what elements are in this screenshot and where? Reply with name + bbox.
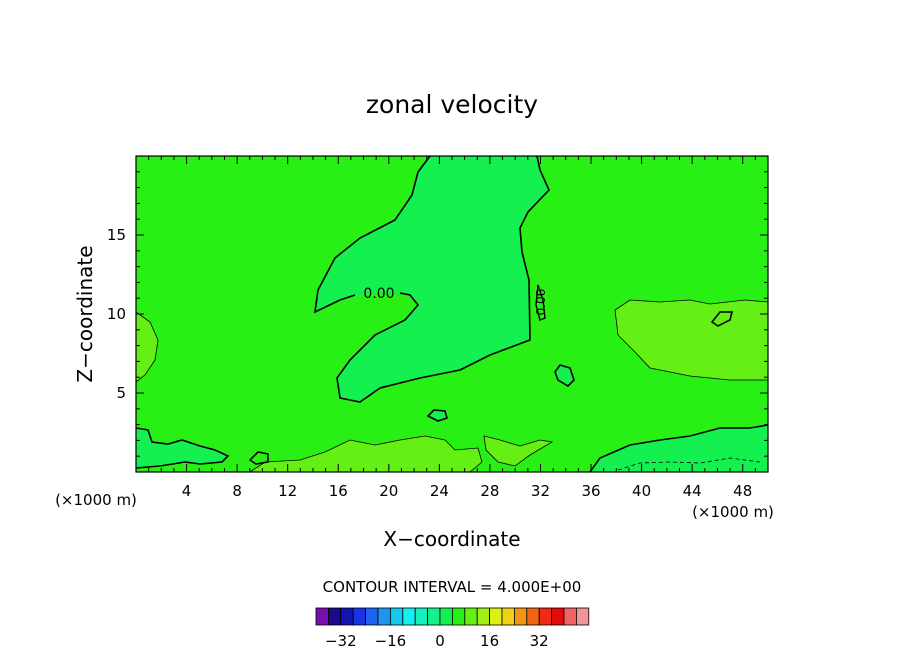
colorbar-tick-label: 0 [435, 632, 445, 650]
colorbar-cell [464, 607, 478, 626]
x-tick-label: 16 [329, 482, 348, 500]
colorbar-cell [414, 607, 429, 626]
x-tick-label: 8 [232, 482, 242, 500]
x-tick-label: 36 [581, 482, 600, 500]
negative-region-bottom-right [590, 425, 768, 472]
positive-contour-bottom-2 [483, 435, 554, 467]
positive-contour-left [135, 311, 159, 383]
zero-contour-small [710, 311, 734, 327]
colorbar-cell [439, 607, 453, 626]
colorbar-cell [327, 607, 342, 626]
colorbar-cell [476, 607, 491, 626]
y-tick-label: 10 [107, 305, 126, 323]
zero-contour-bottom-left [135, 427, 230, 469]
vertical-zero-contour [535, 284, 546, 321]
zero-contour-bottom-right [589, 424, 769, 473]
colorbar-cell [389, 607, 404, 626]
colorbar-cell [451, 607, 466, 626]
colorbar-cell [489, 607, 503, 626]
colorbar-tick-label: 16 [480, 632, 499, 650]
negative-region-bottom-left [136, 428, 228, 468]
colorbar-cell [427, 607, 441, 626]
x-tick-label: 12 [278, 482, 297, 500]
chart-title: zonal velocity [366, 90, 538, 119]
colorbar-cell [551, 607, 565, 626]
x-unit-left: (×1000 m) [55, 491, 137, 509]
positive-contour-bottom [249, 435, 483, 473]
y-axis: 5 10 15 [107, 171, 768, 457]
colorbar-cell [526, 607, 540, 626]
y-tick-label: 15 [107, 226, 126, 244]
colorbar-cell [514, 607, 528, 626]
colorbar-cell [538, 607, 553, 626]
y-axis-label: Z−coordinate [73, 245, 97, 382]
zero-contour-blob [554, 364, 575, 388]
positive-region-bottom-2 [484, 436, 552, 466]
colorbar-cell [315, 607, 329, 626]
colorbar-cell [340, 607, 354, 626]
x-tick-label: 24 [430, 482, 449, 500]
plot-area: 0.00 0.00 [135, 155, 769, 473]
colorbar-tick-label: −32 [325, 632, 357, 650]
x-tick-label: 4 [182, 482, 192, 500]
contour-interval: CONTOUR INTERVAL = 4.000E+00 [323, 578, 582, 596]
contour-label-vertical: 0.00 [534, 289, 548, 316]
zero-contour-blob [426, 409, 448, 422]
colorbar-cell [365, 607, 379, 626]
positive-region-left [136, 312, 158, 382]
colorbar-cell [352, 607, 367, 626]
colorbar-tick-label: −16 [375, 632, 407, 650]
negative-region [315, 156, 549, 402]
positive-contour-right [614, 299, 769, 381]
contour-lines [135, 155, 769, 473]
positive-region-bottom [250, 436, 482, 472]
y-tick-label: 5 [116, 384, 126, 402]
colorbar-cell [563, 607, 577, 626]
x-tick-label: 44 [683, 482, 702, 500]
colorbar-tick-label: 32 [530, 632, 549, 650]
x-tick-label: 32 [531, 482, 550, 500]
x-tick-label: 28 [480, 482, 499, 500]
x-axis: 4 8 12 16 20 24 28 32 36 40 44 48 [148, 156, 756, 500]
colorbar [315, 607, 590, 626]
colorbar-cell [402, 607, 416, 626]
colorbar-labels: −32 −16 0 16 32 [325, 632, 549, 650]
contour-label: 0.00 [363, 286, 394, 302]
zero-contour-small [248, 451, 269, 465]
colorbar-cell [576, 607, 590, 626]
x-tick-label: 40 [632, 482, 651, 500]
x-tick-label: 48 [733, 482, 752, 500]
zero-contour-main [314, 155, 550, 403]
x-tick-label: 20 [379, 482, 398, 500]
colorbar-cell [501, 607, 515, 626]
colorbar-cell [377, 607, 391, 626]
x-unit-right: (×1000 m) [692, 503, 774, 521]
x-axis-label: X−coordinate [383, 527, 520, 551]
